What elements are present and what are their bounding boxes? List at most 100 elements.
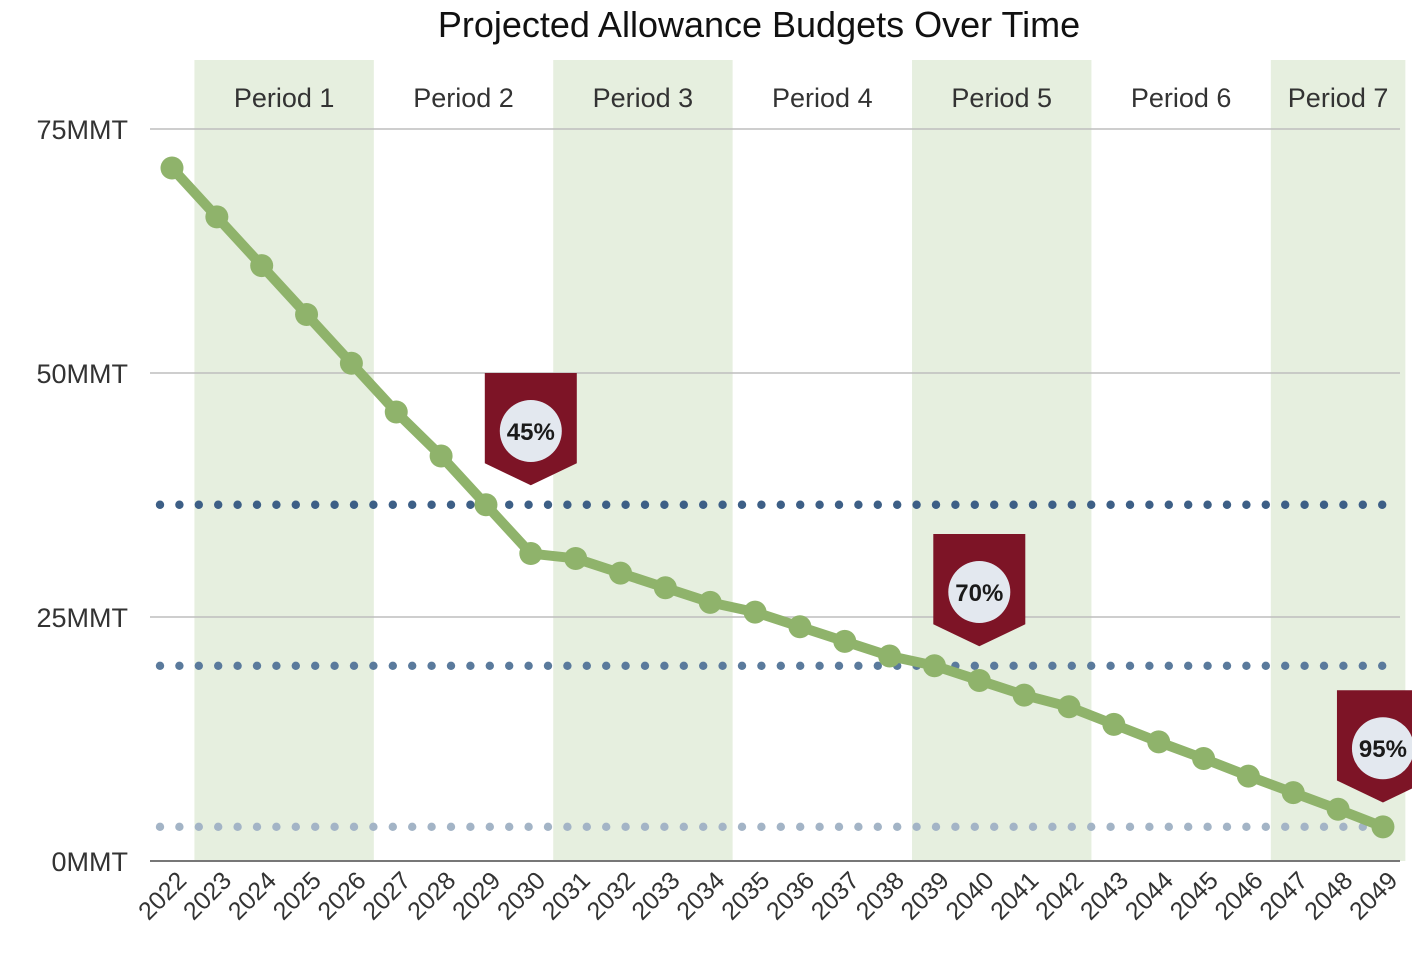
x-tick-label: 2035 [716,866,775,925]
reference-dot [582,661,591,670]
reference-dot [1319,500,1329,509]
x-tick-label: 2022 [133,866,192,925]
reference-dot [796,822,805,832]
reference-dot [563,822,572,832]
data-point [698,590,722,614]
x-tick-label: 2032 [582,866,641,925]
reference-dot [990,500,999,509]
reference-dot [757,661,766,670]
reference-dot [330,661,339,670]
reference-dot [1048,500,1057,509]
reference-dot [369,661,378,670]
x-tick-label: 2029 [447,866,506,925]
reference-dot [330,822,339,832]
reference-dot [1203,822,1212,832]
reference-dot [369,822,378,832]
reference-dot [699,661,708,670]
reference-dot [1067,822,1077,832]
reference-dot [951,822,960,832]
data-point [1236,764,1260,788]
reference-dot [718,500,727,509]
reference-dot [854,661,863,670]
reference-dot [776,661,785,670]
reference-dot [1242,822,1251,832]
reference-dot [388,822,397,832]
reference-dot [214,500,223,509]
reference-dot [408,661,417,670]
reference-dot [1319,822,1329,832]
x-tick-label: 2033 [626,866,685,925]
reference-dot [427,822,436,832]
reference-dot [1067,661,1077,670]
y-tick-label: 25MMT [36,603,128,633]
reference-dot [1106,822,1115,832]
reference-dot [1145,661,1154,670]
reference-dot [543,822,553,832]
reference-dot [1164,500,1174,509]
reference-dot [427,661,436,670]
data-point [250,254,274,278]
data-point [967,668,991,692]
reference-dot [1222,500,1232,509]
reference-dot [718,661,727,670]
x-tick-label: 2026 [313,866,372,925]
data-point [1281,781,1305,805]
data-point [384,400,408,424]
reference-dot [854,500,863,509]
reference-dot [388,500,397,509]
reference-dot [912,500,921,509]
reference-dot [505,661,514,670]
reference-dot [1145,822,1154,832]
x-tick-label: 2049 [1344,866,1403,925]
reference-dot [563,661,572,670]
reference-dot [893,500,902,509]
reference-dot [1378,661,1387,670]
reference-dot [524,661,533,670]
reference-dot [446,822,456,832]
reference-dot [1184,661,1193,670]
reference-dot [1358,500,1368,509]
percent-marker-circle [1351,717,1412,780]
reference-dot [931,500,941,509]
reference-dot [214,661,223,670]
reference-dot [1106,500,1115,509]
reference-dot [505,500,514,509]
reference-dot [349,500,359,509]
reference-dot [718,822,727,832]
percent-marker-label: 95% [1359,736,1407,763]
reference-dot [252,822,262,832]
reference-dot [194,661,203,670]
reference-dot [311,500,320,509]
reference-dot [1222,661,1232,670]
reference-dot [1222,822,1232,832]
reference-dot [1087,822,1096,832]
reference-dot [1319,661,1329,670]
reference-dot [679,500,688,509]
reference-dot [873,500,882,509]
reference-dot [485,661,494,670]
reference-dot [252,661,262,670]
y-tick-label: 50MMT [36,359,128,389]
reference-dot [640,661,650,670]
reference-dot [621,500,630,509]
period-label: Period 7 [1288,83,1389,113]
reference-dot [272,500,281,509]
reference-dot [834,822,844,832]
data-point [429,444,453,468]
reference-dot [485,822,494,832]
reference-dot [214,822,223,832]
data-point [160,156,184,180]
x-tick-label: 2036 [761,866,820,925]
x-tick-label: 2043 [1075,866,1134,925]
reference-dot [252,500,262,509]
reference-dot [990,661,999,670]
data-point [1371,815,1395,839]
reference-dot [1125,661,1135,670]
reference-dot [1261,661,1271,670]
period-label: Period 6 [1131,83,1232,113]
reference-dot [970,822,979,832]
reference-dot [873,822,882,832]
reference-dot [1358,661,1368,670]
reference-dot [970,500,979,509]
data-point [474,493,498,517]
